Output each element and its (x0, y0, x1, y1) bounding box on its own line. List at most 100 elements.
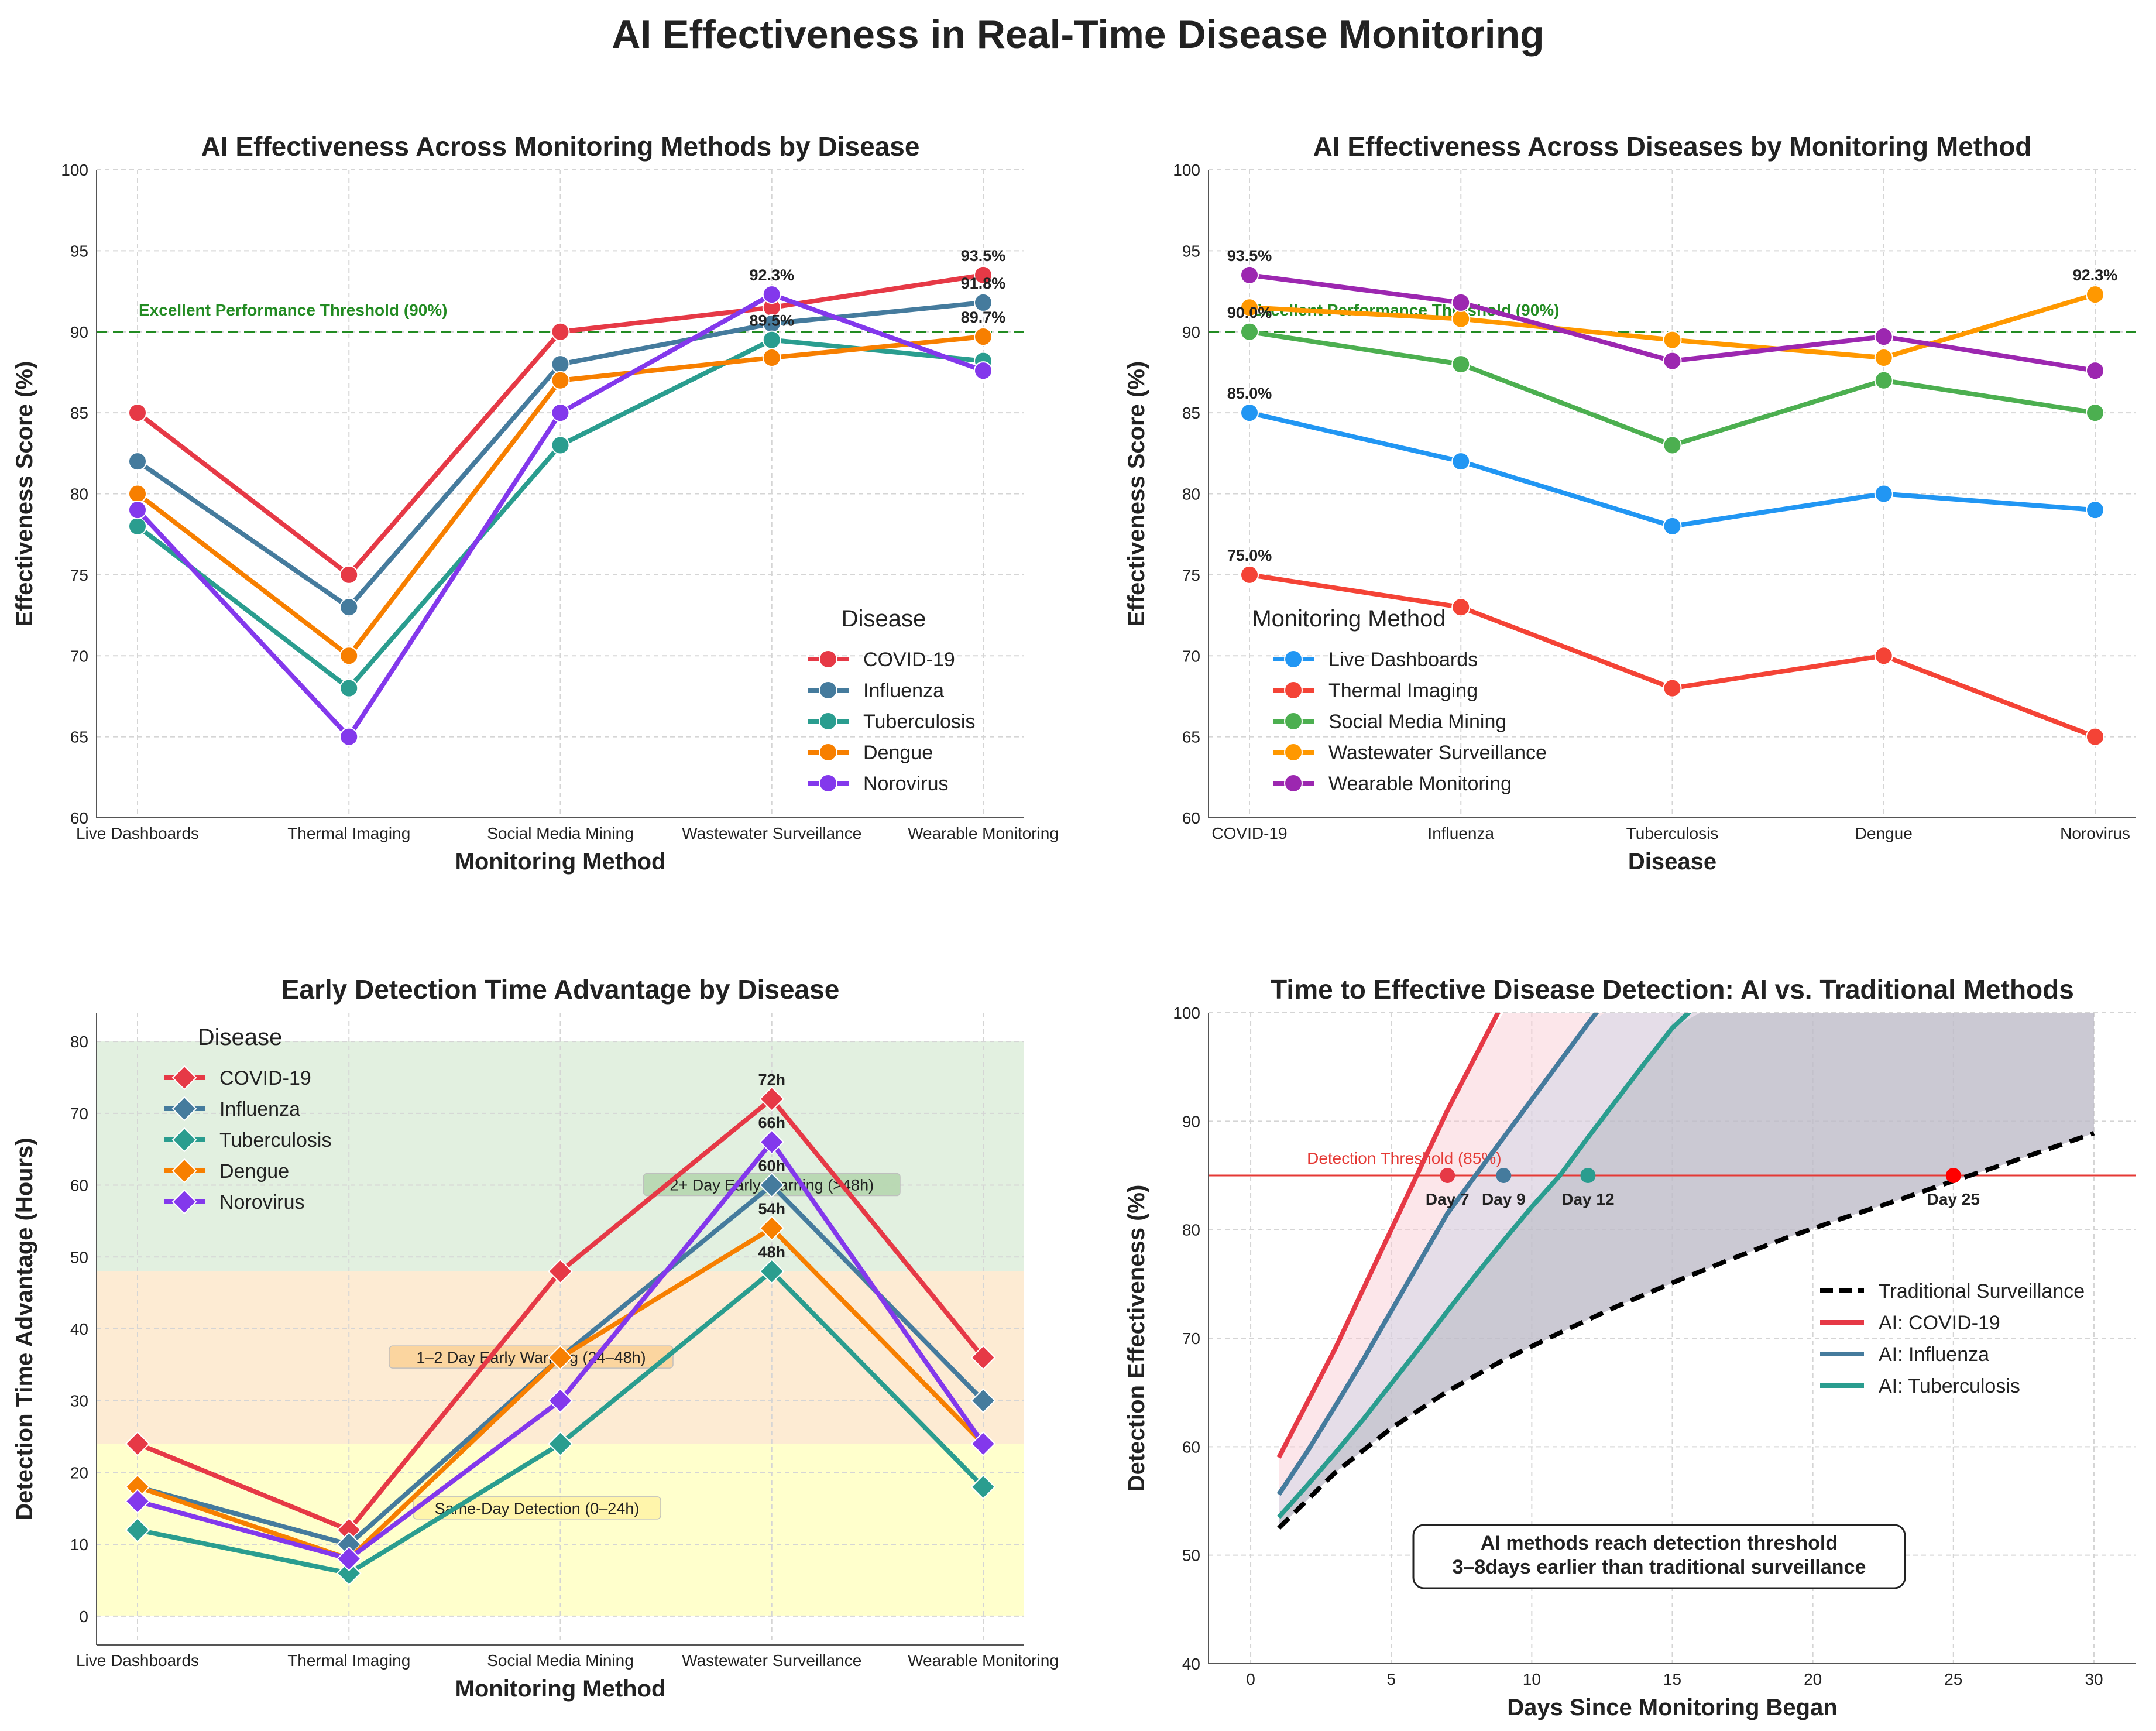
data-label: 90.0% (1227, 304, 1272, 321)
series-live-dashboards (1240, 403, 2104, 536)
data-point (1451, 598, 1471, 617)
data-label: 89.7% (961, 309, 1006, 326)
shaded-area (1279, 1013, 2094, 1528)
series-norovirus (125, 1129, 996, 1572)
series-wastewater-surveillance (1240, 285, 2104, 368)
band-label-0: Same-Day Detection (0–24h) (413, 1496, 661, 1520)
legend-marker (1284, 743, 1303, 762)
data-label: 72h (758, 1071, 785, 1088)
y-tick-label: 30 (70, 1392, 88, 1410)
y-tick-label: 50 (70, 1248, 88, 1266)
legend-marker (1284, 681, 1303, 700)
data-point (1874, 646, 1893, 666)
legend: Traditional Surveillance AI: COVID-19 AI: … (1820, 1280, 2085, 1397)
legend-title: Monitoring Method (1252, 606, 1446, 632)
data-point (1663, 516, 1682, 536)
data-label: 92.3% (2073, 266, 2118, 284)
x-axis-label: Days Since Monitoring Began (1507, 1695, 1838, 1720)
data-point (551, 436, 570, 455)
y-tick-label: 100 (61, 161, 88, 179)
detection-marker-label: Day 9 (1482, 1190, 1526, 1208)
data-point (2086, 501, 2104, 520)
data-point (1240, 265, 1259, 284)
data-point (339, 565, 359, 584)
data-point (548, 1345, 573, 1370)
data-point (1451, 309, 1471, 328)
data-point (125, 1489, 150, 1514)
legend: Disease COVID-19 Influenza Tuberculosis Deng… (808, 606, 975, 795)
legend-marker (819, 712, 837, 731)
series-norovirus (128, 285, 993, 746)
y-tick-label: 85 (70, 404, 88, 422)
x-tick-label: 10 (1523, 1670, 1541, 1688)
data-point (1663, 351, 1682, 371)
x-tick-label: 25 (1944, 1670, 1962, 1688)
detection-marker-label: Day 12 (1561, 1190, 1614, 1208)
legend-marker (1284, 712, 1303, 731)
data-label: 66h (758, 1114, 785, 1132)
y-tick-label: 95 (70, 242, 88, 260)
legend-label: COVID-19 (219, 1067, 311, 1089)
x-tick-label: Wastewater Surveillance (682, 1651, 861, 1670)
data-point (974, 361, 993, 381)
legend-label: Live Dashboards (1328, 649, 1478, 671)
legend-label: AI: COVID-19 (1879, 1312, 2000, 1334)
legend-label: COVID-19 (863, 649, 955, 671)
data-point (128, 403, 147, 423)
y-tick-label: 65 (70, 728, 88, 746)
x-tick-label: Thermal Imaging (287, 824, 410, 842)
data-point (1874, 371, 1893, 390)
legend-label: Dengue (219, 1160, 289, 1182)
y-tick-label: 100 (1173, 1004, 1200, 1022)
data-point (128, 501, 147, 520)
y-tick-label: 80 (1182, 1221, 1200, 1239)
x-tick-label: Wearable Monitoring (908, 824, 1059, 842)
x-axis-label: Disease (1628, 849, 1716, 875)
data-point (970, 1474, 996, 1500)
threshold-label: Detection Threshold (85%) (1307, 1149, 1502, 1167)
series-line-ai-influenza (1276, 1013, 1599, 1496)
data-point (128, 484, 147, 503)
legend-label: Wearable Monitoring (1328, 773, 1512, 795)
legend: Disease COVID-19 Influenza Tuberculosis Deng… (164, 1024, 331, 1215)
data-point (548, 1259, 573, 1284)
y-tick-label: 90 (70, 323, 88, 341)
y-tick-label: 10 (70, 1535, 88, 1554)
data-point (974, 293, 993, 312)
detection-marker (1580, 1168, 1596, 1183)
data-point (339, 678, 359, 698)
x-tick-label: Social Media Mining (487, 1651, 634, 1670)
legend-marker (171, 1189, 197, 1215)
y-tick-label: 50 (1182, 1547, 1200, 1565)
y-tick-label: 85 (1182, 404, 1200, 422)
legend-title: Disease (198, 1024, 283, 1050)
data-point (1874, 484, 1893, 503)
data-point (759, 1173, 785, 1198)
data-label: 54h (758, 1200, 785, 1218)
note-line: AI methods reach detection threshold (1481, 1532, 1838, 1554)
data-point (1874, 327, 1893, 347)
data-point (2086, 285, 2104, 304)
data-point (548, 1388, 573, 1414)
y-tick-label: 80 (70, 1033, 88, 1051)
y-axis-label: Detection Time Advantage (Hours) (12, 1137, 37, 1520)
legend-label: Thermal Imaging (1328, 680, 1478, 702)
x-tick-label: Wearable Monitoring (908, 1651, 1059, 1670)
x-tick-label: Thermal Imaging (287, 1651, 410, 1670)
data-point (1240, 403, 1259, 423)
x-tick-label: 15 (1663, 1670, 1681, 1688)
detection-marker (1440, 1168, 1455, 1183)
chart-title: AI Effectiveness Across Diseases by Moni… (1313, 131, 2032, 162)
chart-panel3: 0 10 20 30 40 50 60 70 80 Live Dashboards Thermal … (12, 974, 1059, 1702)
legend-label: Social Media Mining (1328, 711, 1506, 733)
y-tick-label: 100 (1173, 161, 1200, 179)
note-line: 3–8days earlier than traditional surveil… (1453, 1556, 1866, 1578)
note-box-frame (1412, 1524, 1906, 1589)
chart-title: Early Detection Time Advantage by Diseas… (281, 974, 840, 1005)
legend-label: Influenza (219, 1098, 300, 1120)
y-tick-label: 75 (70, 566, 88, 584)
y-tick-label: 60 (1182, 809, 1200, 827)
x-tick-label: 20 (1804, 1670, 1822, 1688)
y-tick-label: 60 (70, 1177, 88, 1195)
data-label: 93.5% (1227, 247, 1272, 265)
